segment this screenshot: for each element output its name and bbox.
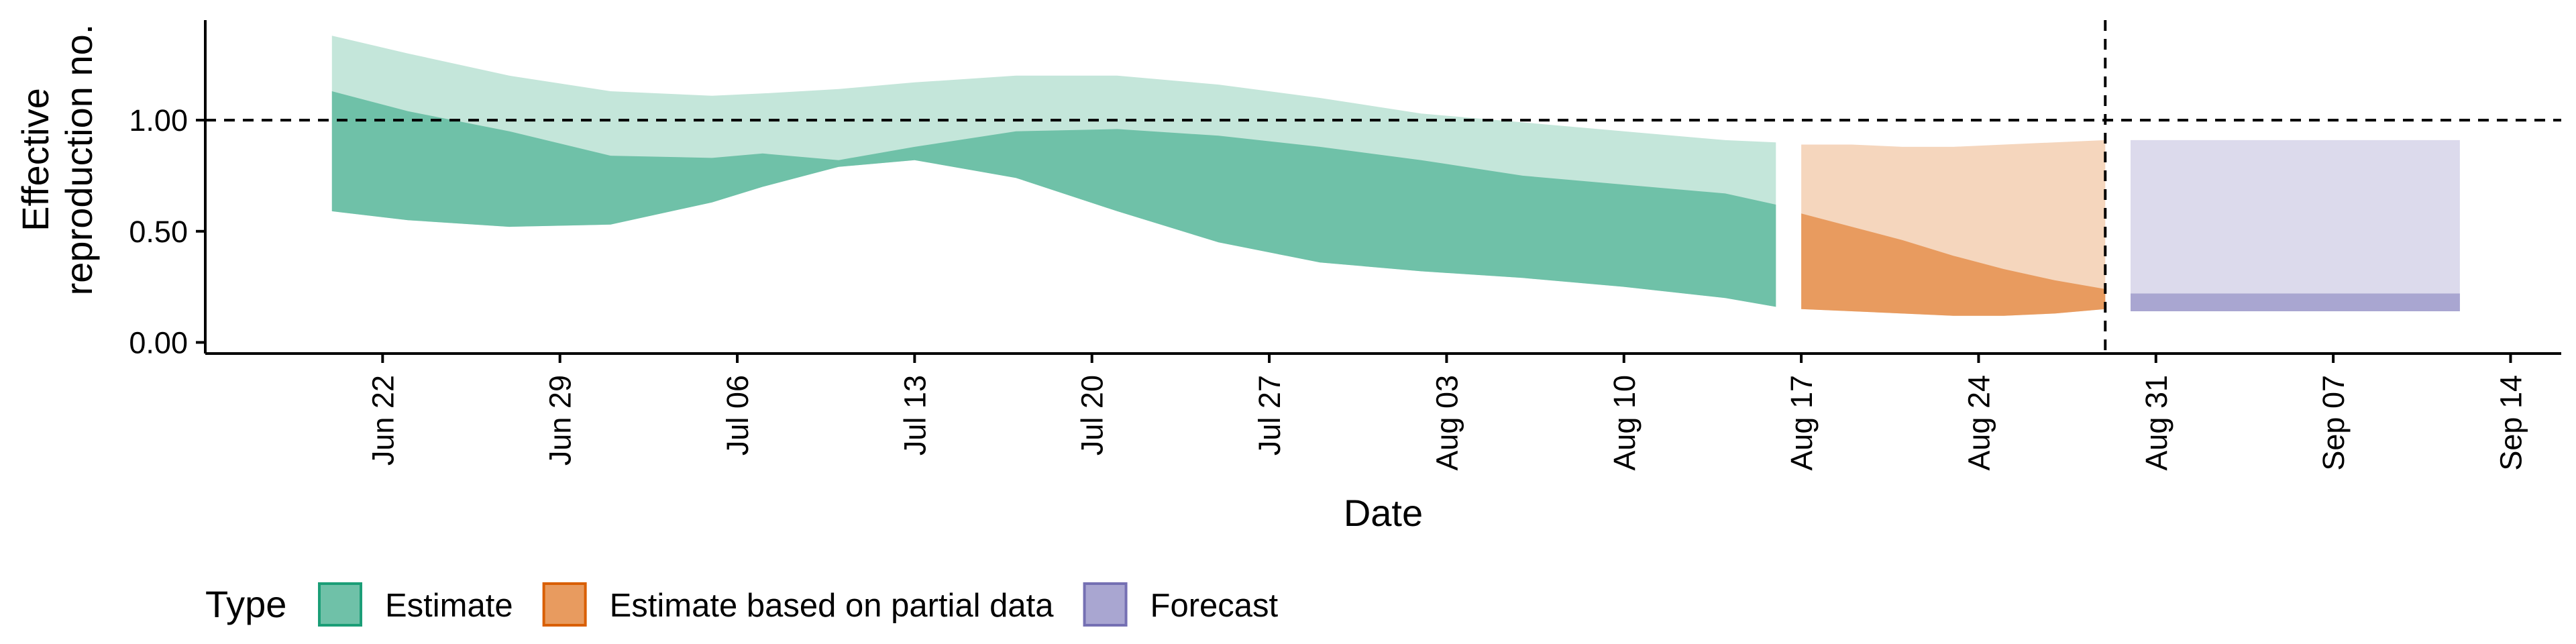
legend-swatch-0 — [318, 582, 362, 627]
x-tick-label-9: Aug 24 — [1962, 375, 1996, 471]
axes-layer — [204, 20, 2561, 355]
x-tick-label-4: Jul 20 — [1075, 375, 1110, 455]
legend: Type Estimate Estimate based on partial d… — [205, 582, 1279, 627]
y-tick-label-2: 1.00 — [129, 103, 188, 138]
y-ticks: 0.00 0.50 1.00 — [129, 103, 205, 360]
legend-swatch-2 — [1083, 582, 1128, 627]
series-2-outer-band — [2131, 140, 2460, 311]
x-ticks: Jun 22 Jun 29 Jul 06 Jul 13 Jul 20 Jul 27 Aug … — [366, 354, 2528, 471]
reference-lines-layer — [205, 20, 2561, 354]
x-tick-label-5: Jul 27 — [1252, 375, 1287, 455]
legend-label-0: Estimate — [385, 588, 513, 624]
y-axis-title-line1: Effective — [14, 88, 56, 231]
legend-label-2: Forecast — [1150, 588, 1279, 624]
legend-title: Type — [205, 583, 286, 625]
y-axis-title-line2: reproduction no. — [58, 24, 100, 296]
y-tick-label-1: 0.50 — [129, 215, 188, 249]
x-tick-label-7: Aug 10 — [1607, 375, 1642, 471]
y-tick-label-0: 0.00 — [129, 325, 188, 360]
series-2-inner-band — [2131, 293, 2460, 311]
legend-items: Estimate Estimate based on partial data Fo… — [318, 582, 1279, 627]
x-tick-label-0: Jun 22 — [366, 375, 400, 466]
x-tick-label-12: Sep 14 — [2494, 375, 2528, 471]
x-tick-label-10: Aug 31 — [2139, 375, 2174, 471]
series-0-inner-band — [331, 91, 1776, 307]
x-tick-label-11: Sep 07 — [2316, 375, 2351, 471]
legend-swatch-1 — [542, 582, 587, 627]
series-1-inner-band — [1801, 213, 2106, 316]
legend-label-1: Estimate based on partial data — [610, 588, 1055, 624]
x-tick-label-2: Jul 06 — [720, 375, 755, 455]
x-tick-label-3: Jul 13 — [898, 375, 932, 455]
x-tick-label-1: Jun 29 — [543, 375, 578, 466]
bands-layer — [331, 36, 2460, 316]
x-tick-label-6: Aug 03 — [1430, 375, 1464, 471]
x-axis-title: Date — [1344, 492, 1423, 534]
x-tick-label-8: Aug 17 — [1784, 375, 1819, 471]
